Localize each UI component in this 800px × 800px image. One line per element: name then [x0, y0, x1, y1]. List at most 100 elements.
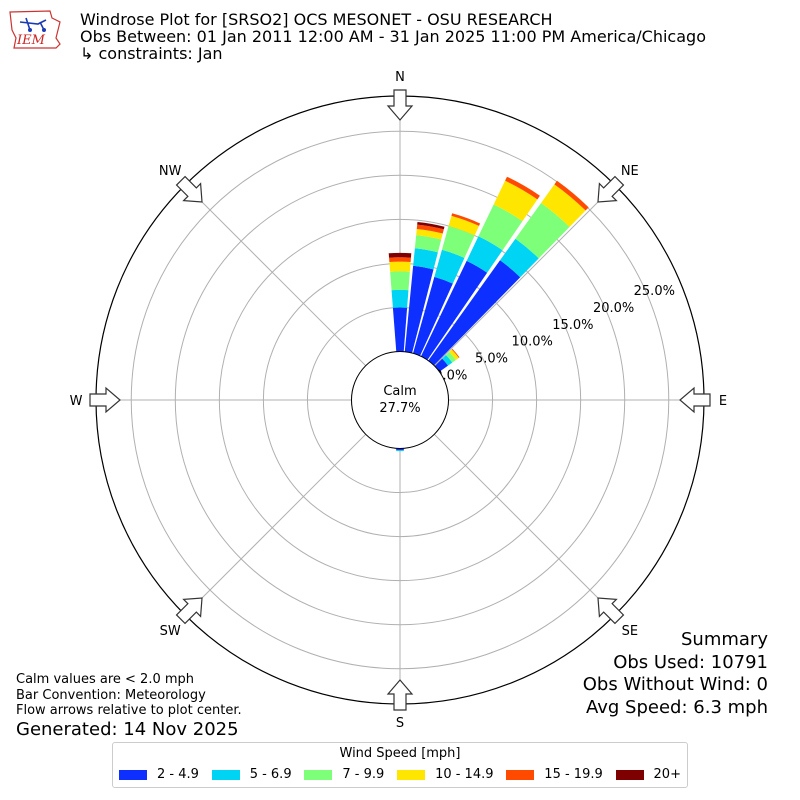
obs-range: Obs Between: 01 Jan 2011 12:00 AM - 31 J…	[80, 27, 706, 46]
windrose-bar-segment	[466, 236, 503, 273]
direction-arrow-icon	[386, 89, 414, 121]
legend-item: 5 - 6.9	[211, 767, 292, 782]
windrose-bar-segment	[451, 348, 460, 358]
legend-swatch	[397, 769, 426, 780]
svg-text:IEM: IEM	[16, 33, 46, 48]
notes-block: Calm values are < 2.0 mph Bar Convention…	[16, 672, 242, 719]
legend-label: 7 - 9.9	[342, 767, 385, 782]
legend: Wind Speed [mph] 2 - 4.9 5 - 6.9 7 - 9.9 10…	[112, 742, 688, 788]
grid-ring	[174, 174, 626, 626]
direction-label: SE	[622, 624, 638, 639]
legend-item: 20+	[615, 767, 681, 782]
windrose-bar-segment	[478, 204, 523, 251]
windrose-bar-segment	[396, 450, 404, 452]
windrose-bar-segment	[414, 235, 442, 253]
windrose-bar-segment	[434, 249, 465, 284]
windrose-bar-segment	[428, 260, 521, 366]
direction-label: E	[719, 394, 727, 409]
legend-label: 2 - 4.9	[157, 767, 199, 782]
windrose-bar-segment	[505, 176, 540, 200]
grid-ring	[218, 218, 582, 582]
legend-item: 15 - 19.9	[506, 767, 603, 782]
windrose-bar-segment	[416, 228, 443, 240]
grid-spoke	[433, 433, 616, 616]
legend-items: 2 - 4.9 5 - 6.9 7 - 9.9 10 - 14.9 15 - 19.9 2…	[119, 767, 681, 782]
direction-label: W	[70, 394, 83, 409]
direction-label: S	[396, 716, 404, 731]
grid-spoke	[184, 184, 367, 367]
ring-label: 20.0%	[593, 301, 634, 316]
legend-label: 10 - 14.9	[435, 767, 494, 782]
grid-spoke	[184, 433, 367, 616]
legend-swatch	[211, 769, 240, 780]
direction-label: N	[395, 70, 405, 85]
direction-arrow-icon	[89, 386, 121, 414]
windrose-bar-segment	[441, 225, 475, 258]
legend-title: Wind Speed [mph]	[339, 746, 461, 761]
ring-label: 10.0%	[512, 335, 553, 350]
direction-arrow-icon	[175, 175, 203, 203]
ring-label: 5.0%	[475, 352, 508, 367]
legend-item: 2 - 4.9	[119, 767, 199, 782]
windrose-bar-segment	[420, 260, 488, 360]
direction-arrow-icon	[386, 679, 414, 711]
ring-label: 15.0%	[552, 318, 593, 333]
direction-label: SW	[160, 624, 181, 639]
windrose-bar-segment	[392, 307, 408, 352]
windrose-bar-segment	[389, 257, 411, 263]
flow-arrows-note: Flow arrows relative to plot center.	[16, 703, 242, 718]
direction-arrow-icon	[679, 386, 711, 414]
windrose-bar-segment	[413, 248, 438, 270]
windrose-bar-segment	[388, 252, 412, 258]
legend-swatch	[119, 769, 147, 780]
direction-arrow-icon	[597, 175, 625, 203]
windrose-bar-segment	[391, 289, 409, 308]
direction-arrows	[89, 89, 711, 711]
obs-used: Obs Used: 10791	[613, 651, 768, 673]
calm-label: Calm	[383, 384, 416, 399]
windrose-bar-segment	[554, 180, 589, 211]
windrose-bar-segment	[442, 354, 453, 366]
chart-header: Windrose Plot for [SRSO2] OCS MESONET - …	[80, 11, 706, 62]
windrose-bar-segment	[413, 276, 453, 356]
bar-convention: Bar Convention: Meteorology	[16, 687, 206, 703]
windrose-bar-segment	[515, 202, 570, 259]
calm-circle	[351, 351, 449, 449]
legend-label: 20+	[653, 767, 681, 782]
direction-label: NW	[159, 164, 182, 179]
grid-spoke	[433, 184, 616, 367]
legend-item: 10 - 14.9	[397, 767, 494, 782]
windrose-bar-segment	[493, 180, 538, 222]
windrose-bar-segment	[390, 271, 410, 291]
constraints-text: ↳ constraints: Jan	[80, 44, 223, 63]
windrose-bar-segment	[416, 224, 444, 234]
obs-without-wind: Obs Without Wind: 0	[582, 674, 768, 695]
ring-label: 25.0%	[634, 284, 675, 299]
direction-arrow-icon	[175, 597, 203, 625]
summary-heading: Summary	[681, 629, 768, 650]
legend-label: 15 - 19.9	[544, 767, 603, 782]
windrose-bars	[388, 176, 589, 452]
grid-ring	[130, 130, 670, 670]
legend-swatch	[506, 769, 535, 780]
windrose-bar-segment	[451, 213, 481, 226]
chart-title: Windrose Plot for [SRSO2] OCS MESONET - …	[80, 10, 553, 29]
calm-definition: Calm values are < 2.0 mph	[16, 672, 195, 687]
iem-logo: IEM	[9, 10, 61, 49]
windrose-bar-segment	[389, 261, 411, 272]
avg-speed: Avg Speed: 6.3 mph	[586, 696, 768, 718]
windrose-bar-segment	[500, 238, 539, 278]
summary-block: Summary Obs Used: 10791 Obs Without Wind…	[583, 629, 768, 719]
windrose-bar-segment	[449, 349, 459, 360]
legend-item: 7 - 9.9	[304, 767, 384, 782]
windrose-bar-segment	[434, 358, 449, 372]
windrose-bar-segment	[541, 184, 586, 227]
windrose-bar-segment	[448, 215, 479, 236]
calm-value: 27.7%	[379, 401, 420, 416]
direction-arrow-icon	[597, 597, 625, 625]
windrose-bar-segment	[417, 221, 445, 230]
windrose-bar-segment	[445, 351, 456, 363]
legend-swatch	[615, 769, 644, 780]
